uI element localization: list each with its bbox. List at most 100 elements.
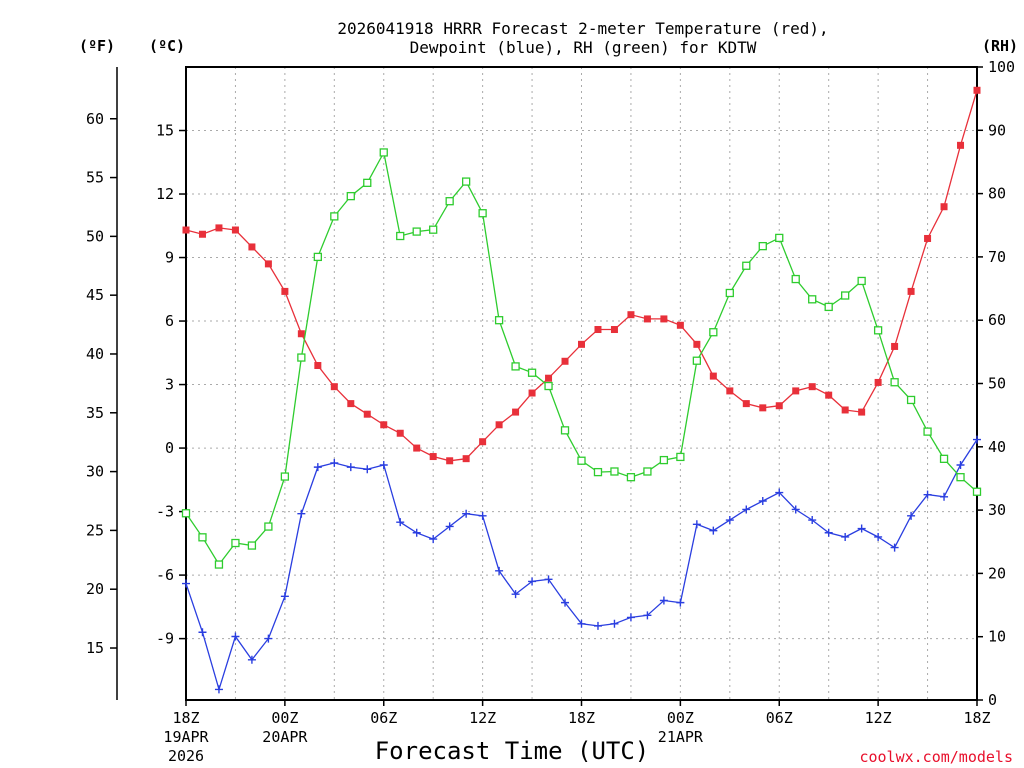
rh-point	[692, 356, 702, 365]
temperature-point	[594, 326, 602, 334]
dewpoint-point	[857, 524, 866, 533]
fahrenheit-tick-label: 40	[86, 345, 104, 363]
temperature-point	[215, 224, 223, 232]
dewpoint-point	[297, 509, 306, 518]
dewpoint-point	[330, 458, 339, 467]
dewpoint-point	[791, 505, 800, 514]
dewpoint-point	[610, 619, 619, 628]
temperature-point	[874, 378, 882, 386]
rh-tick-label: 40	[988, 438, 1006, 456]
temperature-point	[429, 453, 437, 461]
fahrenheit-tick-label: 15	[86, 639, 104, 657]
dewpoint-point	[429, 535, 438, 544]
rh-point	[280, 472, 290, 481]
temperature-point	[479, 438, 487, 446]
rh-tick-label: 90	[988, 121, 1006, 139]
celsius-tick-label: 0	[165, 439, 174, 457]
temperature-point	[825, 391, 833, 399]
celsius-tick-label: 9	[165, 249, 174, 267]
chart-subtitle: Dewpoint (blue), RH (green) for KDTW	[410, 38, 757, 57]
dewpoint-point	[808, 516, 817, 525]
temperature-point	[775, 402, 783, 410]
rh-point	[214, 560, 224, 569]
fahrenheit-tick-label: 55	[86, 169, 104, 187]
temperature-point	[891, 342, 899, 350]
rh-point	[445, 197, 454, 206]
dewpoint-point	[824, 528, 833, 537]
celsius-tick-label: 12	[156, 185, 174, 203]
x-date-label: 20APR	[262, 728, 308, 746]
dewpoint-point	[593, 621, 602, 630]
temperature-point	[709, 372, 717, 380]
celsius-tick-label: 3	[165, 376, 174, 394]
rh-point	[313, 252, 322, 262]
temperature-point	[940, 203, 948, 211]
rh-point	[824, 302, 833, 312]
rh-point	[873, 326, 883, 335]
celsius-unit-label: (ºC)	[149, 37, 185, 55]
credit-text: coolwx.com/models	[859, 748, 1013, 766]
dewpoint-point	[264, 634, 273, 643]
rh-point	[264, 522, 273, 531]
rh-tick-label: 20	[988, 564, 1006, 582]
dewpoint-point	[396, 518, 405, 527]
temperature-point	[660, 315, 668, 323]
rh-point	[412, 227, 421, 236]
rh-point	[742, 261, 751, 270]
temperature-point	[578, 340, 585, 348]
temperature-point	[561, 357, 569, 365]
dewpoint-point	[626, 613, 635, 622]
x-tick-label: 06Z	[766, 709, 793, 727]
dewpoint-point	[676, 598, 685, 607]
dewpoint-point	[973, 435, 981, 444]
dewpoint-point	[445, 522, 454, 531]
x-year-label: 2026	[168, 747, 204, 765]
temperature-point	[380, 421, 388, 429]
dewpoint-point	[280, 592, 289, 601]
celsius-tick-label: -3	[156, 503, 174, 521]
rh-point	[841, 291, 850, 300]
dewpoint-point	[577, 619, 586, 628]
rh-point	[890, 378, 899, 387]
fahrenheit-tick-label: 20	[86, 580, 104, 598]
celsius-tick-label: -9	[156, 630, 174, 648]
temperature-point	[643, 315, 651, 323]
rh-tick-label: 100	[988, 58, 1015, 76]
dewpoint-point	[742, 505, 751, 514]
rh-tick-label: 30	[988, 501, 1006, 519]
rh-point	[972, 487, 982, 496]
temperature-point	[957, 141, 965, 149]
temperature-point	[198, 230, 206, 238]
rh-point	[511, 362, 520, 371]
rh-point	[610, 467, 619, 476]
dewpoint-line	[185, 439, 978, 692]
fahrenheit-tick-label: 45	[86, 286, 104, 304]
rh-point	[775, 233, 784, 243]
rh-point	[560, 426, 570, 435]
dewpoint-point	[907, 511, 916, 520]
rh-point	[593, 467, 603, 477]
dewpoint-point	[231, 632, 240, 641]
dewpoint-point	[214, 685, 223, 694]
temperature-point	[858, 408, 866, 416]
rh-point	[494, 316, 504, 325]
temperature-point	[462, 455, 470, 463]
dewpoint-point	[561, 598, 570, 607]
fahrenheit-tick-label: 25	[86, 521, 104, 539]
rh-point	[577, 456, 586, 465]
dewpoint-point	[725, 516, 734, 525]
rh-tick-label: 10	[988, 628, 1006, 646]
rh-point	[906, 395, 916, 405]
x-tick-label: 00Z	[667, 709, 694, 727]
dewpoint-point	[890, 543, 899, 552]
dewpoint-point	[692, 520, 701, 529]
rh-point	[808, 295, 817, 304]
dewpoint-point	[363, 465, 372, 474]
temperature-point	[610, 326, 618, 334]
dewpoint-point	[659, 596, 668, 605]
x-tick-label: 12Z	[469, 709, 496, 727]
dewpoint-point	[709, 526, 718, 535]
data-series	[181, 86, 982, 694]
